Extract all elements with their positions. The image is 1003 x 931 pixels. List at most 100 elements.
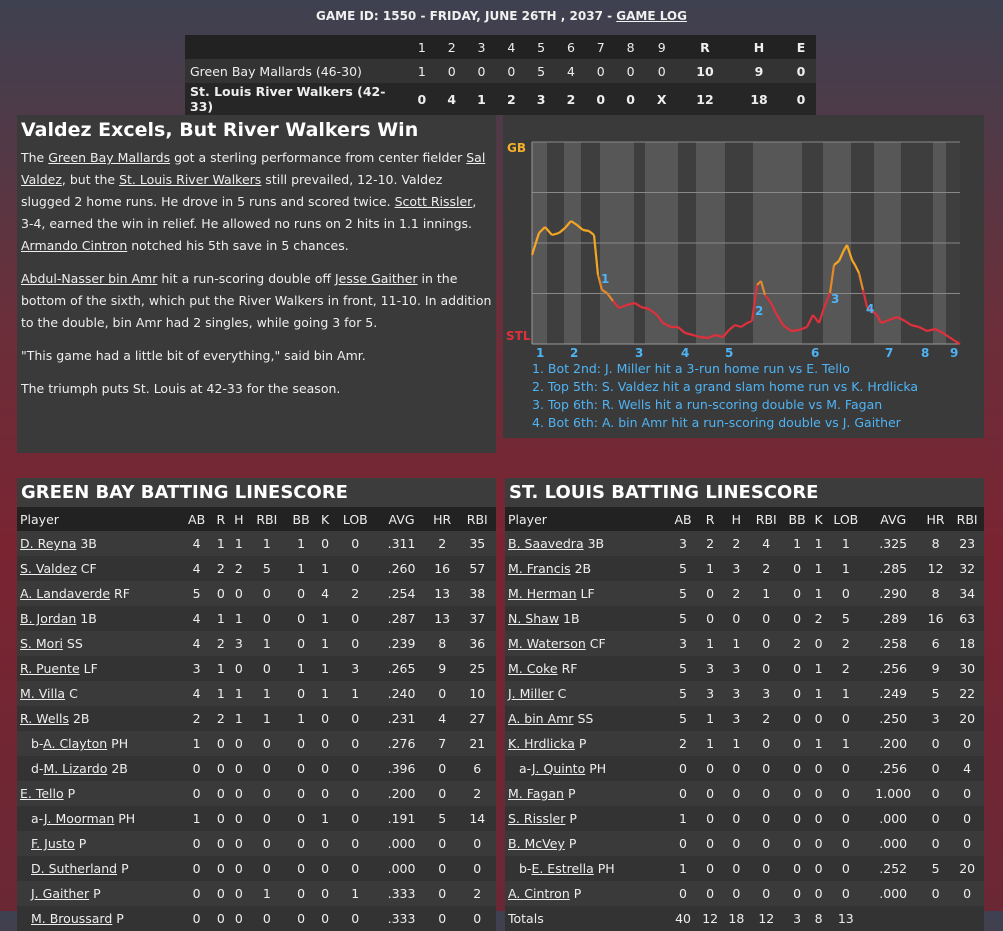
win-probability-segment (812, 314, 820, 324)
player-name-link[interactable]: M. Francis (508, 561, 571, 576)
gb-stat-cell: 1 (229, 706, 249, 731)
player-name-link[interactable]: A. Cintron (508, 886, 570, 901)
gb-stat-cell: 0 (285, 881, 317, 906)
story-player-link[interactable]: Sal Valdez (21, 150, 486, 187)
gb-stat-cell: 37 (458, 606, 496, 631)
story-player-link[interactable]: Green Bay Mallards (48, 150, 171, 165)
stl-stat-cell: 0 (826, 831, 866, 856)
stl-stat-cell: 1 (811, 731, 827, 756)
story-player-link[interactable]: Abdul-Nasser bin Amr (21, 271, 158, 286)
player-name-link[interactable]: M. Broussard (31, 911, 113, 926)
stl-stat-cell: 2 (749, 706, 784, 731)
gb-stat-cell: 0 (212, 881, 230, 906)
gb-stat-cell: 4 (425, 706, 459, 731)
gb-stat-cell: 25 (458, 656, 496, 681)
story-player-link[interactable]: St. Louis River Walkers (119, 172, 262, 187)
stl-stat-cell: 0 (811, 631, 827, 656)
linescore-inning-score: 0 (436, 59, 467, 83)
player-name-link[interactable]: J. Miller (508, 686, 554, 701)
gb-player-row: F. Justo P 0 0 0 0 0 0 0.000 0 0 (17, 831, 496, 856)
gb-player-cell: b-A. Clayton PH (17, 731, 181, 756)
linescore-inning-score: 3 (526, 83, 557, 115)
event-marker: 2 (755, 304, 763, 318)
player-position: PH (589, 761, 607, 776)
gb-stat-cell: 7 (425, 731, 459, 756)
player-name-link[interactable]: J. Gaither (31, 886, 90, 901)
player-name-link[interactable]: K. Hrdlicka (508, 736, 575, 751)
player-name-link[interactable]: S. Mori (20, 636, 63, 651)
player-name-link[interactable]: M. Coke (508, 661, 558, 676)
stl-player-row: K. Hrdlicka P 2 1 1 0 0 1 1.200 0 0 (505, 731, 984, 756)
player-name-link[interactable]: S. Rissler (508, 811, 566, 826)
player-position: PH (111, 736, 129, 751)
stl-player-cell: A. bin Amr SS (505, 706, 669, 731)
player-position: 2B (72, 711, 90, 726)
gb-stat-cell: 2 (425, 531, 459, 556)
gb-stat-cell: .200 (377, 781, 426, 806)
linescore-inning-header: 1 (407, 35, 437, 59)
player-name-link[interactable]: B. Jordan (20, 611, 77, 626)
stl-stat-cell: 0 (697, 581, 724, 606)
player-name-link[interactable]: J. Quinto (531, 761, 586, 776)
player-name-link[interactable]: N. Shaw (508, 611, 560, 626)
game-story: Valdez Excels, But River Walkers Win The… (17, 115, 496, 453)
gb-player-cell: S. Mori SS (17, 631, 181, 656)
win-probability-segment (601, 289, 608, 294)
gb-player-row: A. Landaverde RF 5 0 0 0 0 4 2.254 13 38 (17, 581, 496, 606)
player-name-link[interactable]: F. Justo (31, 836, 75, 851)
stl-stat-cell: .256 (865, 656, 921, 681)
player-name-link[interactable]: J. Moorman (43, 811, 115, 826)
player-name-link[interactable]: M. Villa (20, 686, 66, 701)
player-position: LF (580, 586, 595, 601)
stl-player-row: B. Saavedra 3B 3 2 2 4 1 1 1.325 8 23 (505, 531, 984, 556)
story-player-link[interactable]: Scott Rissler (394, 194, 473, 209)
player-name-link[interactable]: E. Estrella (531, 861, 594, 876)
player-name-link[interactable]: A. bin Amr (508, 711, 574, 726)
gb-stat-cell: 0 (425, 881, 459, 906)
stl-stat-cell: 3 (723, 656, 750, 681)
gb-stat-cell: 0 (229, 581, 249, 606)
story-player-link[interactable]: Armando Cintron (21, 238, 128, 253)
gb-stat-cell: 0 (316, 706, 334, 731)
inning-label: 7 (885, 346, 893, 360)
stl-stat-cell: 1 (697, 631, 724, 656)
stl-stat-cell: 0 (783, 581, 812, 606)
stl-batting-table: Player AB R H RBI BB K LOB AVG HR RBI B. Saavedra … (505, 507, 984, 931)
stl-player-row: N. Shaw 1B 5 0 0 0 0 2 5.289 16 63 (505, 606, 984, 631)
stl-player-cell: M. Coke RF (505, 656, 669, 681)
gb-stat-cell: 0 (333, 806, 378, 831)
player-name-link[interactable]: D. Sutherland (31, 861, 118, 876)
player-name-link[interactable]: B. Saavedra (508, 536, 584, 551)
gb-batting-panel: GREEN BAY BATTING LINESCORE Player AB R H RB… (17, 478, 496, 931)
stl-stat-cell: .000 (865, 881, 921, 906)
gb-stat-cell: 0 (425, 906, 459, 931)
player-name-link[interactable]: S. Valdez (20, 561, 77, 576)
player-position: P (93, 886, 101, 901)
stl-player-cell: J. Miller C (505, 681, 669, 706)
player-name-link[interactable]: M. Lizardo (43, 761, 108, 776)
player-name-link[interactable]: A. Clayton (43, 736, 108, 751)
stl-stat-cell: 0 (783, 681, 812, 706)
player-name-link[interactable]: M. Fagan (508, 786, 564, 801)
gb-stat-cell: 2 (212, 631, 230, 656)
player-name-link[interactable]: M. Waterson (508, 636, 586, 651)
stl-player-row: J. Miller C 5 3 3 3 0 1 1.249 5 22 (505, 681, 984, 706)
stl-stat-cell: 2 (826, 631, 866, 656)
stl-stat-cell: 0 (723, 831, 750, 856)
player-name-link[interactable]: B. McVey (508, 836, 565, 851)
stl-stat-cell: 3 (669, 631, 698, 656)
gb-stat-cell: 0 (333, 831, 378, 856)
story-player-link[interactable]: Jesse Gaither (335, 271, 418, 286)
game-log-link[interactable]: GAME LOG (616, 9, 687, 23)
player-name-link[interactable]: A. Landaverde (20, 586, 111, 601)
player-name-link[interactable]: R. Wells (20, 711, 69, 726)
stl-stat-cell: 0 (950, 806, 984, 831)
stl-stat-cell: 5 (669, 581, 698, 606)
stl-player-row: M. Coke RF 5 3 3 0 0 1 2.256 9 30 (505, 656, 984, 681)
player-name-link[interactable]: M. Herman (508, 586, 577, 601)
story-paragraph-2: Abdul-Nasser bin Amr hit a run-scoring d… (21, 268, 492, 334)
player-name-link[interactable]: E. Tello (20, 786, 64, 801)
player-name-link[interactable]: R. Puente (20, 661, 80, 676)
player-name-link[interactable]: D. Reyna (20, 536, 77, 551)
linescore-inning-score: 0 (645, 59, 678, 83)
